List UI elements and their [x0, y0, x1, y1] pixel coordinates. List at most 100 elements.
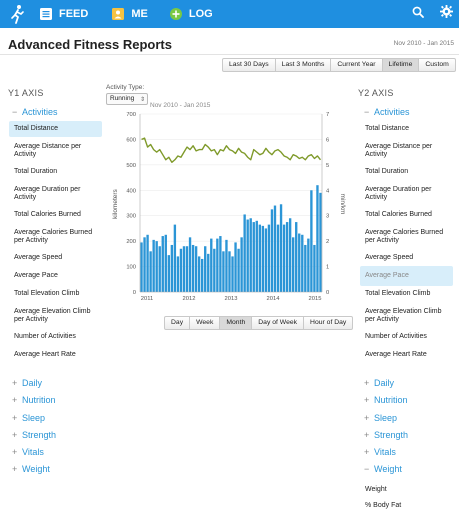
right-section-vitals-label: Vitals [374, 447, 396, 457]
right-metric-average-speed[interactable]: Average Speed [365, 254, 414, 262]
right-metric-average-pace[interactable]: Average Pace [360, 266, 453, 286]
left-metric-average-elevation[interactable]: Average Elevation Climb per Activity [14, 308, 91, 323]
left-metric-list: Total Distance Average Distance per Acti… [9, 121, 102, 365]
granularity-month-button[interactable]: Month [219, 316, 253, 330]
period-lifetime-button[interactable]: Lifetime [381, 58, 420, 72]
right-metric-total-distance[interactable]: Total Distance [365, 125, 409, 133]
period-current-year-button[interactable]: Current Year [330, 58, 383, 72]
left-metric-average-calories[interactable]: Average Calories Burned per Activity [14, 229, 93, 244]
granularity-day-of-week-button[interactable]: Day of Week [251, 316, 305, 330]
left-metric-average-speed[interactable]: Average Speed [14, 254, 63, 262]
chart-bar [240, 237, 243, 292]
chart-bar [307, 238, 310, 292]
date-range: Nov 2010 - Jan 2015 [393, 40, 454, 47]
header-divider [0, 54, 459, 55]
right-metric-average-duration[interactable]: Average Duration per Activity [365, 186, 432, 201]
left-section-sleep[interactable]: + Sleep [12, 413, 45, 423]
right-metric-average-calories[interactable]: Average Calories Burned per Activity [365, 229, 444, 244]
nav-me[interactable]: ME [112, 0, 148, 28]
gear-icon[interactable] [440, 5, 453, 23]
chart-bar [149, 251, 152, 292]
left-section-nutrition[interactable]: + Nutrition [12, 395, 56, 405]
right-section-strength[interactable]: + Strength [364, 430, 408, 440]
right-section-vitals[interactable]: + Vitals [364, 447, 396, 457]
granularity-day-button[interactable]: Day [164, 316, 191, 330]
left-section-sleep-label: Sleep [22, 413, 46, 423]
right-metric-body-fat[interactable]: % Body Fat [365, 502, 402, 510]
chart-bar [292, 237, 295, 292]
left-metric-number-of-activities[interactable]: Number of Activities [14, 333, 76, 341]
y1-tick-label: 300 [126, 214, 136, 220]
nav-feed[interactable]: FEED [40, 0, 88, 28]
chart-bar [182, 246, 186, 292]
chart-bar [249, 218, 252, 292]
period-last-3-months-button[interactable]: Last 3 Months [274, 58, 332, 72]
chart-bar [140, 242, 143, 292]
left-metric-total-elevation[interactable]: Total Elevation Climb [14, 290, 80, 298]
left-metric-total-duration[interactable]: Total Duration [14, 168, 58, 176]
left-section-activities[interactable]: − Activities [12, 107, 58, 117]
chart-bar [301, 234, 304, 292]
chart-bar [264, 228, 268, 292]
period-button-group: Last 30 Days Last 3 Months Current Year … [222, 58, 456, 72]
right-section-strength-label: Strength [374, 430, 409, 440]
right-section-daily[interactable]: + Daily [364, 378, 394, 388]
search-icon[interactable] [412, 5, 424, 23]
chevron-updown-icon: ⇕ [139, 97, 145, 103]
chart-bar [219, 236, 222, 292]
right-metric-total-duration[interactable]: Total Duration [365, 168, 409, 176]
chart-bar [310, 190, 313, 292]
y1-tick-label: 600 [126, 137, 136, 143]
granularity-button-group: Day Week Month Day of Week Hour of Day [164, 316, 354, 330]
granularity-hour-of-day-button[interactable]: Hour of Day [303, 316, 354, 330]
right-metric-average-heart-rate[interactable]: Average Heart Rate [365, 351, 427, 359]
left-metric-total-calories[interactable]: Total Calories Burned [14, 211, 81, 219]
left-section-vitals[interactable]: + Vitals [12, 447, 44, 457]
activity-type-select[interactable]: Running ⇕ [106, 93, 148, 105]
plus-icon [169, 8, 182, 20]
left-section-daily[interactable]: + Daily [12, 378, 42, 388]
chart-pace-line [141, 137, 322, 164]
period-custom-button[interactable]: Custom [418, 58, 456, 72]
chart-bar [279, 204, 283, 292]
left-metric-average-heart-rate[interactable]: Average Heart Rate [14, 351, 76, 359]
left-metric-average-duration[interactable]: Average Duration per Activity [14, 186, 81, 201]
right-section-nutrition[interactable]: + Nutrition [364, 395, 408, 405]
chart-bar [201, 258, 204, 292]
plus-sign-icon: + [12, 430, 18, 440]
right-metric-average-elevation[interactable]: Average Elevation Climb per Activity [365, 308, 442, 323]
chart-bar [179, 248, 183, 292]
chart-bars [140, 185, 322, 292]
period-last-30-days-button[interactable]: Last 30 Days [222, 58, 276, 72]
runner-icon[interactable] [4, 0, 30, 28]
granularity-week-button[interactable]: Week [189, 316, 221, 330]
y2-tick-label: 3 [326, 214, 329, 220]
left-section-weight-label: Weight [22, 464, 50, 474]
chart-bar [319, 192, 322, 292]
chart-bar [258, 224, 261, 292]
right-metric-average-distance[interactable]: Average Distance per Activity [365, 143, 433, 158]
right-section-weight[interactable]: − Weight [364, 464, 402, 474]
chart-bar [216, 238, 219, 292]
right-weight-list: Weight % Body Fat [360, 482, 453, 512]
right-metric-weight[interactable]: Weight [365, 486, 387, 494]
chart-bar [261, 225, 265, 292]
y2-axis-title: Y2 AXIS [358, 88, 394, 98]
left-section-daily-label: Daily [22, 378, 43, 388]
right-metric-number-of-activities[interactable]: Number of Activities [365, 333, 427, 341]
right-section-activities[interactable]: − Activities [364, 107, 410, 117]
top-nav-bar: FEED ME LOG [0, 0, 459, 28]
left-metric-average-pace[interactable]: Average Pace [14, 272, 58, 280]
y1-tick-label: 100 [126, 265, 136, 271]
right-section-weight-label: Weight [374, 464, 402, 474]
right-section-sleep[interactable]: + Sleep [364, 413, 397, 423]
chart-bar [164, 234, 167, 292]
left-metric-average-distance[interactable]: Average Distance per Activity [14, 143, 82, 158]
left-metric-total-distance[interactable]: Total Distance [9, 121, 102, 137]
left-section-strength[interactable]: + Strength [12, 430, 56, 440]
left-section-weight[interactable]: + Weight [12, 464, 50, 474]
nav-log[interactable]: LOG [169, 0, 213, 28]
plus-sign-icon: + [12, 413, 18, 423]
right-metric-total-calories[interactable]: Total Calories Burned [365, 211, 432, 219]
right-metric-total-elevation[interactable]: Total Elevation Climb [365, 290, 431, 298]
